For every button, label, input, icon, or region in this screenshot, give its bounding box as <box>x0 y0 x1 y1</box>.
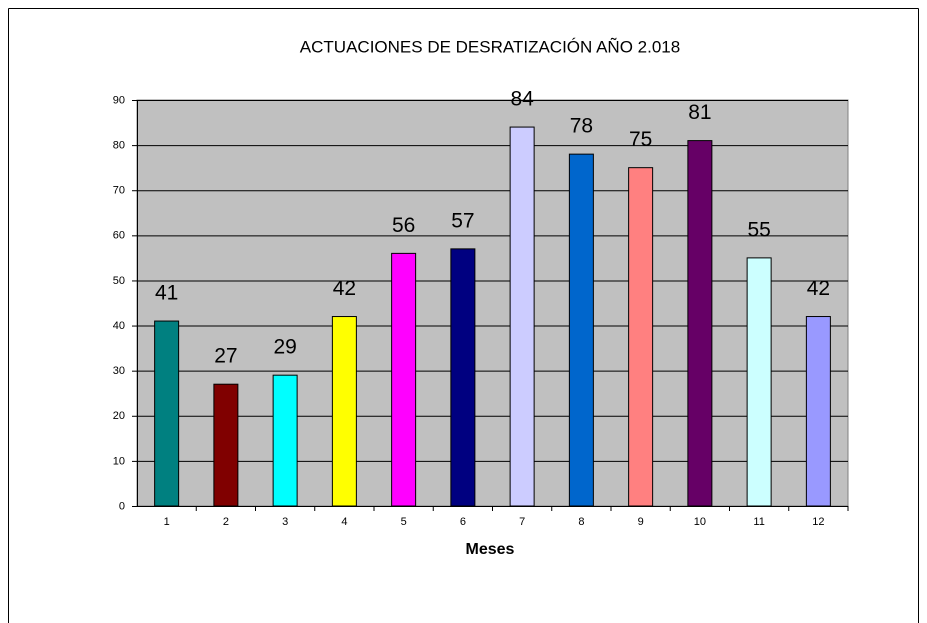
y-tick-label: 0 <box>119 500 125 512</box>
data-label: 56 <box>392 214 415 237</box>
bar <box>628 167 654 507</box>
bar <box>568 153 594 507</box>
y-tick-label: 20 <box>113 410 125 422</box>
x-tick-label: 1 <box>164 516 170 528</box>
data-label: 29 <box>273 336 296 359</box>
data-label: 75 <box>629 128 652 151</box>
data-label: 81 <box>688 101 711 124</box>
y-tick-label: 60 <box>113 230 125 242</box>
x-tick-label: 11 <box>753 516 764 528</box>
x-tick-label: 2 <box>223 516 229 528</box>
x-tick-label: 12 <box>812 516 824 528</box>
y-tick-label: 30 <box>113 365 125 377</box>
x-tick-label: 10 <box>694 516 706 528</box>
bar <box>391 252 417 507</box>
y-tick-label: 80 <box>113 140 125 152</box>
data-label: 42 <box>807 277 830 300</box>
x-tick-label: 8 <box>578 516 584 528</box>
bar <box>687 140 713 507</box>
y-tick-label: 70 <box>113 185 125 197</box>
x-tick-label: 7 <box>519 516 525 528</box>
data-label: 41 <box>155 282 178 305</box>
bar <box>509 126 535 507</box>
data-label: 42 <box>333 277 356 300</box>
data-label: 55 <box>747 218 770 241</box>
data-label: 57 <box>451 209 474 232</box>
x-tick-label: 4 <box>341 516 347 528</box>
bar <box>331 316 357 507</box>
x-tick-label: 9 <box>638 516 644 528</box>
chart-title: ACTUACIONES DE DESRATIZACIÓN AÑO 2.018 <box>300 37 680 56</box>
bar <box>154 320 180 507</box>
bar <box>805 316 831 507</box>
x-tick-label: 3 <box>282 516 288 528</box>
x-tick-label: 5 <box>401 516 407 528</box>
y-tick-label: 10 <box>113 455 125 467</box>
data-label: 84 <box>510 88 534 111</box>
y-tick-label: 50 <box>113 275 125 287</box>
bar <box>746 257 772 507</box>
x-axis-label: Meses <box>466 541 515 558</box>
data-label: 27 <box>214 345 237 368</box>
plot-area <box>136 99 849 507</box>
y-tick-label: 90 <box>113 94 125 106</box>
x-tick-label: 6 <box>460 516 466 528</box>
bar <box>272 374 298 507</box>
y-tick-label: 40 <box>113 320 125 332</box>
bar <box>213 383 239 507</box>
bar <box>450 248 476 507</box>
data-label: 78 <box>570 115 593 138</box>
